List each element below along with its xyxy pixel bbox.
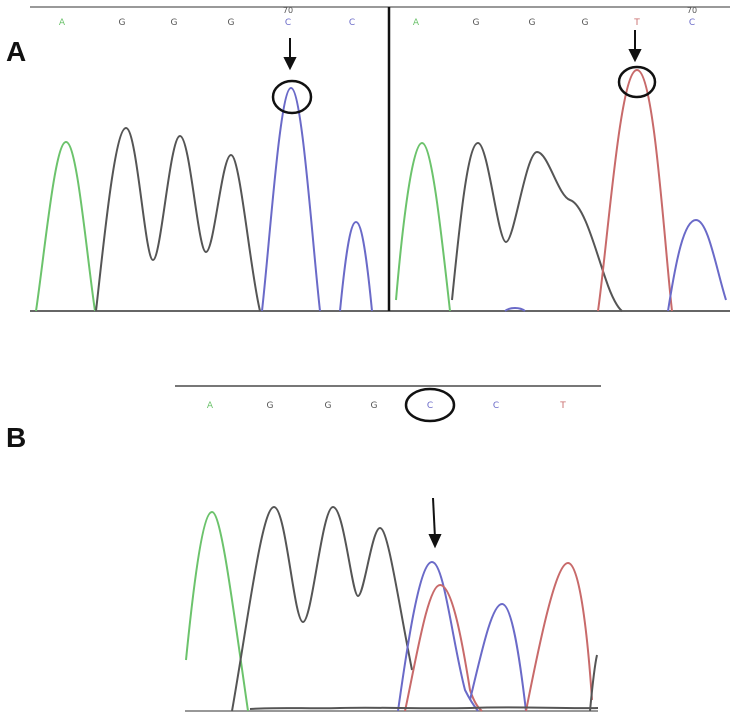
base-call-label: C <box>427 401 433 411</box>
trace-peak-a <box>35 140 96 312</box>
base-call-label: G <box>325 401 332 411</box>
base-call-label: C <box>493 401 499 411</box>
panel-b-label: B <box>6 422 27 453</box>
panel-a-label: A <box>6 36 27 67</box>
base-call-label: G <box>529 18 536 28</box>
trace-peak-c <box>667 218 727 312</box>
trace-peak-t <box>404 583 483 712</box>
trace-peak-c <box>339 220 373 312</box>
position-number: 70 <box>283 6 293 15</box>
highlight-circle-b <box>404 387 456 423</box>
trace-peak-c <box>261 86 321 312</box>
base-call-label: G <box>267 401 274 411</box>
base-call-label: C <box>285 18 291 28</box>
base-call-label: T <box>633 18 640 28</box>
panel-a-left-base-calls: A G G G C C 70 <box>59 6 355 28</box>
trace-peak-t <box>597 68 673 312</box>
arrow-a-left <box>283 38 297 71</box>
base-call-label: G <box>171 18 178 28</box>
base-call-label: C <box>349 18 355 28</box>
arrow-b <box>428 497 442 549</box>
highlight-circle-a-left <box>271 79 313 115</box>
trace-baseline-c <box>504 307 526 312</box>
base-call-label: A <box>207 401 214 411</box>
base-call-label: G <box>228 18 235 28</box>
trace-peak-t <box>525 561 593 712</box>
position-number: 70 <box>687 6 697 15</box>
base-call-label: T <box>559 401 566 411</box>
panel-b-trace <box>185 505 599 712</box>
trace-peak-g <box>451 141 623 312</box>
trace-tail-g <box>589 654 598 712</box>
trace-peak-c <box>469 602 527 712</box>
mutation-arrows <box>283 30 642 549</box>
base-call-label: G <box>371 401 378 411</box>
trace-peak-g <box>95 126 261 312</box>
trace-peak-a <box>395 141 451 312</box>
trace-baseline-g <box>249 706 599 710</box>
trace-peak-g <box>231 505 413 712</box>
base-call-label: G <box>582 18 589 28</box>
panel-a-right-base-calls: A G G G T C 70 <box>413 6 697 28</box>
base-call-label: G <box>119 18 126 28</box>
panel-a-left-trace <box>35 86 373 312</box>
base-call-label: G <box>473 18 480 28</box>
trace-peak-a <box>185 510 249 712</box>
panel-b-base-calls: A G G G C C T <box>207 401 566 411</box>
base-call-label: C <box>689 18 695 28</box>
base-call-label: A <box>413 18 420 28</box>
highlight-circle-a-right <box>617 65 657 99</box>
arrow-a-right <box>628 30 642 63</box>
base-call-label: A <box>59 18 66 28</box>
panel-a-right-trace <box>395 68 727 312</box>
